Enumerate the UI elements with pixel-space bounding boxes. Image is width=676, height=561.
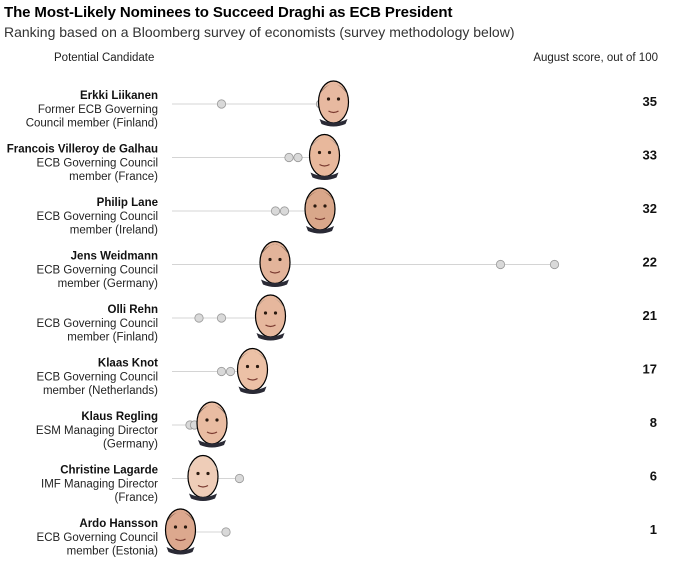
candidate-role: member (Germany) — [58, 278, 158, 290]
candidate-column-header: Potential Candidate — [54, 52, 155, 64]
candidate-role: member (France) — [69, 171, 158, 183]
candidate-role: member (Ireland) — [70, 225, 158, 237]
candidate-name: Erkki Liikanen — [80, 90, 158, 102]
candidate-role: Former ECB Governing — [38, 104, 158, 116]
candidate-face-icon — [196, 401, 228, 448]
score-column-header: August score, out of 100 — [533, 52, 658, 64]
candidate-role: ECB Governing Council — [37, 211, 158, 223]
candidate-score: 35 — [643, 94, 657, 109]
history-dot — [549, 259, 560, 270]
history-dot — [216, 99, 227, 109]
chart-subtitle: Ranking based on a Bloomberg survey of e… — [4, 24, 515, 40]
candidate-name: Klaus Regling — [81, 411, 158, 423]
candidate-role: ECB Governing Council — [37, 372, 158, 384]
candidate-face-icon — [236, 347, 269, 394]
history-dot — [495, 259, 506, 270]
candidate-role: member (Finland) — [67, 332, 158, 344]
candidate-score: 1 — [650, 522, 657, 537]
candidate-role: ESM Managing Director — [36, 425, 158, 437]
candidate-face-icon — [317, 80, 350, 127]
candidate-name: Olli Rehn — [108, 304, 158, 316]
candidate-role: IMF Managing Director — [41, 479, 158, 491]
candidate-face-icon — [187, 454, 219, 501]
history-dot — [284, 152, 294, 163]
history-dot — [293, 152, 303, 163]
candidate-face-icon — [308, 133, 341, 180]
history-dot — [194, 313, 204, 323]
candidate-face-icon — [259, 240, 291, 287]
candidate-score: 32 — [643, 201, 657, 216]
candidate-role: member (Estonia) — [67, 546, 159, 558]
history-dot — [225, 366, 236, 377]
candidate-name: Ardo Hansson — [79, 518, 158, 530]
candidate-score: 6 — [650, 469, 657, 484]
candidate-name: Philip Lane — [97, 197, 158, 209]
candidate-score: 8 — [650, 415, 657, 430]
history-dot — [221, 527, 231, 537]
history-dot — [216, 313, 227, 323]
candidate-name: Jens Weidmann — [71, 251, 158, 263]
history-dot — [279, 206, 290, 216]
candidate-role: ECB Governing Council — [37, 158, 158, 170]
candidate-role: ECB Governing Council — [37, 532, 158, 544]
candidate-role: Council member (Finland) — [26, 118, 158, 130]
candidate-name: Francois Villeroy de Galhau — [7, 144, 158, 156]
candidate-role: ECB Governing Council — [37, 265, 158, 277]
candidate-face-icon — [254, 294, 287, 341]
candidate-name: Klaas Knot — [98, 358, 158, 370]
candidate-role: ECB Governing Council — [37, 318, 158, 330]
candidate-face-icon — [164, 508, 197, 555]
candidate-score: 17 — [643, 362, 657, 377]
candidate-score: 33 — [643, 148, 657, 163]
chart-title: The Most-Likely Nominees to Succeed Drag… — [4, 4, 453, 21]
history-dot — [234, 473, 245, 484]
history-dot — [270, 206, 281, 216]
candidate-score: 21 — [643, 308, 657, 323]
history-dot — [216, 366, 227, 377]
candidate-role: (Germany) — [103, 439, 158, 451]
candidate-role: member (Netherlands) — [43, 385, 158, 397]
candidate-name: Christine Lagarde — [60, 465, 158, 477]
candidate-score: 22 — [643, 255, 657, 270]
candidate-face-icon — [304, 187, 336, 234]
candidate-role: (France) — [115, 492, 159, 504]
